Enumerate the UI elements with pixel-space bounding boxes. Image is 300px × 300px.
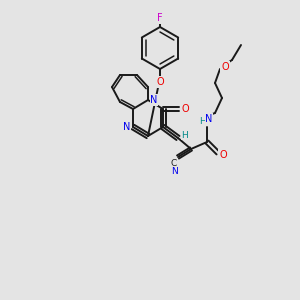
Text: O: O [219,150,227,160]
Text: N: N [205,114,213,124]
Text: N: N [123,122,131,132]
Text: F: F [157,13,163,23]
Text: N: N [150,95,158,105]
Text: H: H [182,130,188,140]
Text: H: H [199,118,206,127]
Text: O: O [156,77,164,87]
Text: O: O [181,104,189,114]
Text: N: N [171,167,177,176]
Text: O: O [221,62,229,72]
Text: C: C [171,160,177,169]
